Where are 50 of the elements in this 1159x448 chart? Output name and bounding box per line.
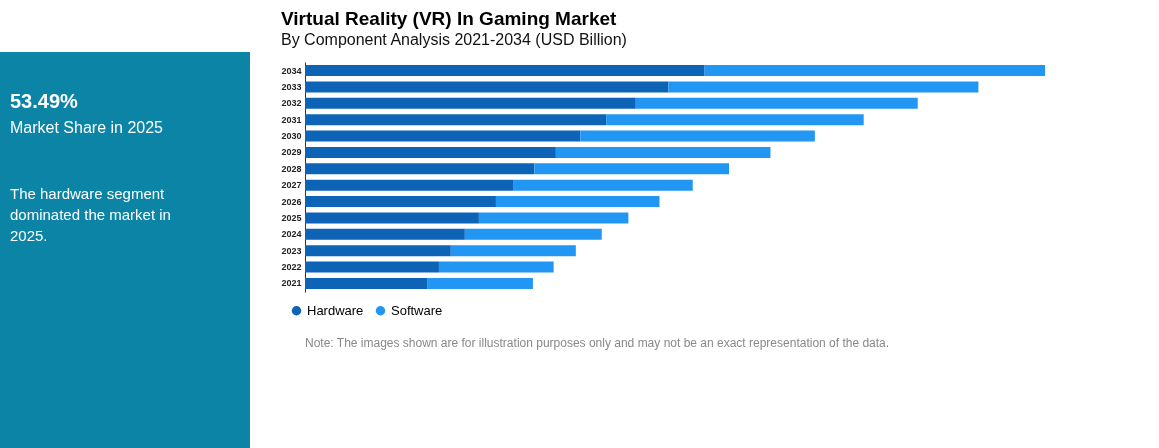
y-tick-label: 2023 <box>281 245 302 256</box>
bar <box>305 146 556 158</box>
bar <box>305 81 669 93</box>
bar <box>495 196 660 208</box>
y-tick-label: 2027 <box>281 180 302 191</box>
bar <box>305 114 607 126</box>
bar <box>305 245 451 257</box>
bar <box>555 146 771 158</box>
bar <box>305 163 535 175</box>
y-tick-label: 2021 <box>281 278 302 289</box>
bar <box>438 261 554 273</box>
y-tick-label: 2033 <box>281 81 302 92</box>
y-tick-label: 2030 <box>281 131 302 142</box>
bar <box>305 212 479 224</box>
bar <box>635 97 918 109</box>
y-tick-label: 2029 <box>281 147 302 158</box>
y-tick-label: 2028 <box>281 163 302 174</box>
text: 53.49% <box>10 90 79 112</box>
bar <box>606 114 864 126</box>
chart-subtitle: By Component Analysis 2021-2034 (USD Billion) <box>280 31 627 48</box>
chart-title: Virtual Reality (VR) In Gaming Market <box>280 8 618 29</box>
y-tick-label: 2025 <box>281 212 302 223</box>
bar <box>305 196 496 208</box>
bar <box>305 130 581 142</box>
y-tick-label: 2031 <box>281 114 302 125</box>
y-tick-label: 2034 <box>281 65 302 76</box>
bar <box>305 228 465 240</box>
bar <box>450 245 576 257</box>
text: Market Share in 2025 <box>10 119 164 136</box>
text: Note: The images shown are for illustration purposes only and may not be an exact representation of the data. <box>305 336 890 350</box>
text: The hardware segment dominated the market in 2025. <box>10 185 171 244</box>
bar <box>427 277 533 289</box>
bar <box>305 261 439 273</box>
legend-label: Software <box>391 302 443 318</box>
legend-label: Hardware <box>307 302 364 318</box>
bar <box>305 65 705 77</box>
bar <box>704 65 1045 77</box>
y-tick-label: 2022 <box>281 262 302 273</box>
y-tick-label: 2026 <box>281 196 302 207</box>
bar <box>534 163 730 175</box>
bar <box>464 228 602 240</box>
bar <box>478 212 629 224</box>
bar <box>668 81 979 93</box>
y-tick-label: 2024 <box>281 229 302 240</box>
bar <box>305 97 636 109</box>
bar <box>305 179 514 191</box>
bar <box>580 130 815 142</box>
bar <box>513 179 693 191</box>
bar <box>305 277 428 289</box>
y-tick-label: 2032 <box>281 98 302 109</box>
